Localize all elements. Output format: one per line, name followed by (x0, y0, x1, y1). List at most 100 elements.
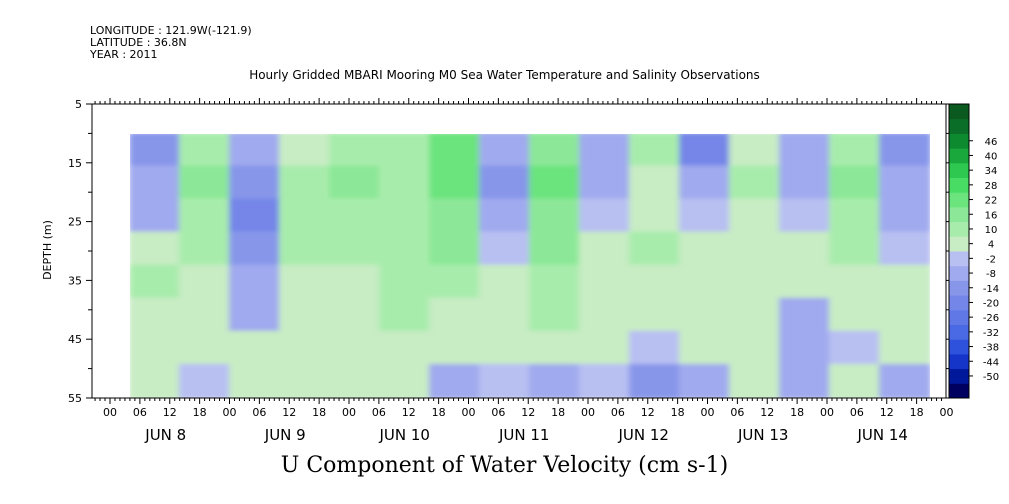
heatmap-cell (679, 231, 731, 267)
x-hour-label: 06 (491, 406, 505, 419)
colorbar-swatch (949, 353, 969, 370)
longitude-label: LONGITUDE : 121.9W(-121.9) (90, 24, 252, 37)
heatmap-cell (130, 264, 181, 300)
heatmap-cell (130, 231, 181, 267)
colorbar-label: -50 (983, 372, 999, 383)
heatmap-cell (729, 264, 781, 300)
heatmap-cell (429, 330, 481, 366)
heatmap-cell (379, 330, 431, 366)
heatmap-cell (229, 231, 281, 267)
x-hour-label: 00 (223, 406, 237, 419)
heatmap-cell (229, 165, 281, 201)
heatmap-cell (279, 264, 331, 300)
heatmap-cell (379, 297, 431, 333)
heatmap-cell (679, 297, 731, 333)
heatmap-cell (379, 165, 431, 201)
x-hour-label: 12 (880, 406, 894, 419)
colorbar-swatch (949, 236, 969, 252)
colorbar-label: 16 (985, 210, 998, 221)
heatmap-cell (429, 264, 481, 300)
y-axis-label: DEPTH (m) (41, 220, 54, 280)
heatmap-cell (879, 330, 930, 366)
x-hour-label: 06 (850, 406, 864, 419)
heatmap-cell (579, 198, 631, 234)
x-hour-label: 00 (940, 406, 954, 419)
colorbar-swatch (949, 221, 969, 237)
x-hour-label: 00 (342, 406, 356, 419)
heatmap-cell (629, 297, 681, 333)
colorbar-swatch (949, 118, 969, 134)
heatmap-cell (729, 297, 781, 333)
colorbar-swatch (949, 339, 969, 355)
heatmap-cell (879, 198, 930, 234)
colorbar: -50 -44 -38 -32 -26 -20 -14 -8 -2 4 10 16 22 28 34 40 46 (948, 103, 999, 399)
heatmap-cell (529, 165, 581, 201)
x-hour-label: 00 (581, 406, 595, 419)
colorbar-swatch (949, 162, 969, 178)
heatmap-cell (629, 198, 681, 234)
x-hour-label: 18 (312, 406, 326, 419)
heatmap-cell (779, 165, 831, 201)
heatmap-cell (579, 330, 631, 366)
heatmap-cell (829, 264, 881, 300)
heatmap-cell (629, 330, 681, 366)
heatmap-cell (579, 363, 631, 398)
x-hour-label: 00 (820, 406, 834, 419)
heatmap-cell (829, 297, 881, 333)
heatmap-cell (179, 134, 231, 168)
heatmap-cell (779, 363, 831, 398)
colorbar-swatch (949, 265, 969, 281)
colorbar-label: 10 (985, 225, 998, 236)
heatmap-cell (879, 297, 930, 333)
heatmap-cell (679, 134, 731, 168)
heatmap-cell (579, 134, 631, 168)
y-tick-label: 45 (68, 333, 82, 346)
colorbar-label: -26 (983, 313, 999, 324)
heatmap-cell (379, 264, 431, 300)
x-hour-label: 18 (790, 406, 804, 419)
x-hour-label: 18 (193, 406, 207, 419)
heatmap-cell (779, 264, 831, 300)
x-day-label: JUN 11 (498, 426, 549, 444)
heatmap-cell (179, 297, 231, 333)
y-tick-label: 25 (68, 216, 82, 229)
colorbar-label: -32 (983, 328, 999, 339)
heatmap-cell (629, 165, 681, 201)
heatmap-cell (829, 198, 881, 234)
heatmap-cell (579, 297, 631, 333)
y-tick-label: 5 (75, 98, 82, 111)
heatmap-cell (879, 264, 930, 300)
heatmap-cell (179, 264, 231, 300)
heatmap-cell (229, 330, 281, 366)
heatmap-cell (729, 134, 781, 168)
heatmap-cell (179, 363, 231, 398)
x-day-label: JUN 10 (379, 426, 430, 444)
colorbar-label: 4 (988, 240, 994, 251)
heatmap-cell (429, 231, 481, 267)
heatmap-cell (279, 363, 331, 398)
colorbar-label: -8 (986, 269, 996, 280)
heatmap-cell (829, 165, 881, 201)
x-hour-label: 06 (611, 406, 625, 419)
colorbar-swatch (949, 324, 969, 340)
heatmap-cell (379, 363, 431, 398)
heatmap-cell (729, 198, 781, 234)
heatmap-cell (229, 134, 281, 168)
heatmap-cell (529, 297, 581, 333)
heatmap-cell (479, 198, 531, 234)
colorbar-swatch (949, 104, 969, 120)
colorbar-frame (948, 103, 970, 399)
heatmap-cell (679, 165, 731, 201)
heatmap-cell (329, 231, 381, 267)
year-label: YEAR : 2011 (90, 48, 158, 61)
heatmap-cell (329, 264, 381, 300)
heatmap-cell (829, 330, 881, 366)
heatmap-cell (379, 231, 431, 267)
heatmap-cell (829, 363, 881, 398)
heatmap-cell (529, 363, 581, 398)
x-hour-label: 00 (701, 406, 715, 419)
heatmap-cell (779, 134, 831, 168)
heatmap-cell (329, 165, 381, 201)
heatmap-cell (629, 363, 681, 398)
